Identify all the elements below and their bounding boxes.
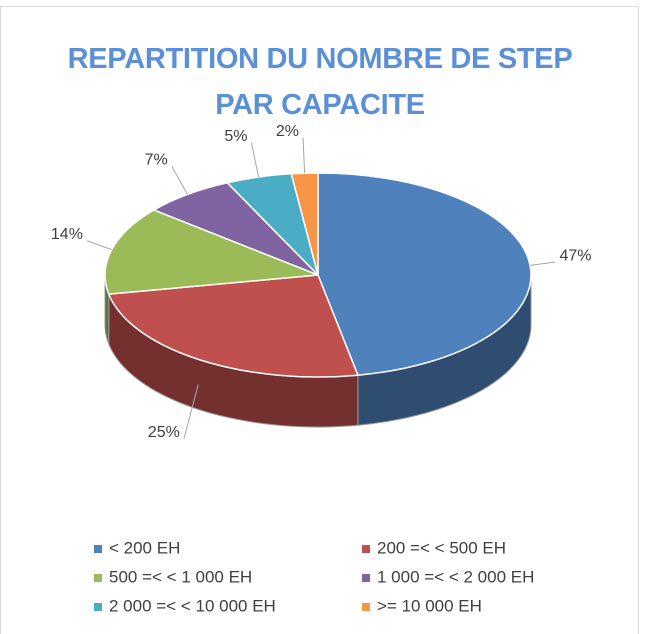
data-label: 7%: [145, 151, 168, 168]
leader-line: [529, 261, 556, 266]
slice: [104, 209, 319, 295]
legend-swatch: [94, 545, 102, 553]
legend-label: < 200 EH: [109, 538, 180, 557]
data-label: 14%: [51, 226, 83, 243]
leader-line: [250, 142, 260, 178]
legend-swatch: [362, 545, 370, 553]
legend-label: >= 10 000 EH: [377, 596, 482, 615]
legend-label: 500 =< < 1 000 EH: [109, 567, 252, 586]
data-label: 47%: [560, 247, 592, 264]
legend-label: 2 000 =< < 10 000 EH: [109, 596, 276, 615]
legend-label: 200 =< < 500 EH: [377, 538, 506, 557]
leader-line: [86, 240, 112, 251]
data-label: 2%: [276, 123, 299, 140]
legend-swatch: [362, 574, 370, 582]
data-label: 25%: [148, 424, 180, 441]
legend-swatch: [362, 603, 370, 611]
slice: [107, 274, 359, 378]
legend-swatch: [94, 574, 102, 582]
legend-swatch: [94, 603, 102, 611]
slice: [317, 172, 532, 376]
leader-line: [171, 165, 188, 195]
leader-line: [183, 384, 199, 440]
chart-frame: [0, 6, 639, 634]
legend-label: 1 000 =< < 2 000 EH: [377, 567, 534, 586]
leader-line: [302, 137, 306, 174]
chart-title: REPARTITION DU NOMBRE DE STEP PAR CAPACI…: [67, 43, 573, 121]
data-label: 5%: [224, 128, 247, 145]
